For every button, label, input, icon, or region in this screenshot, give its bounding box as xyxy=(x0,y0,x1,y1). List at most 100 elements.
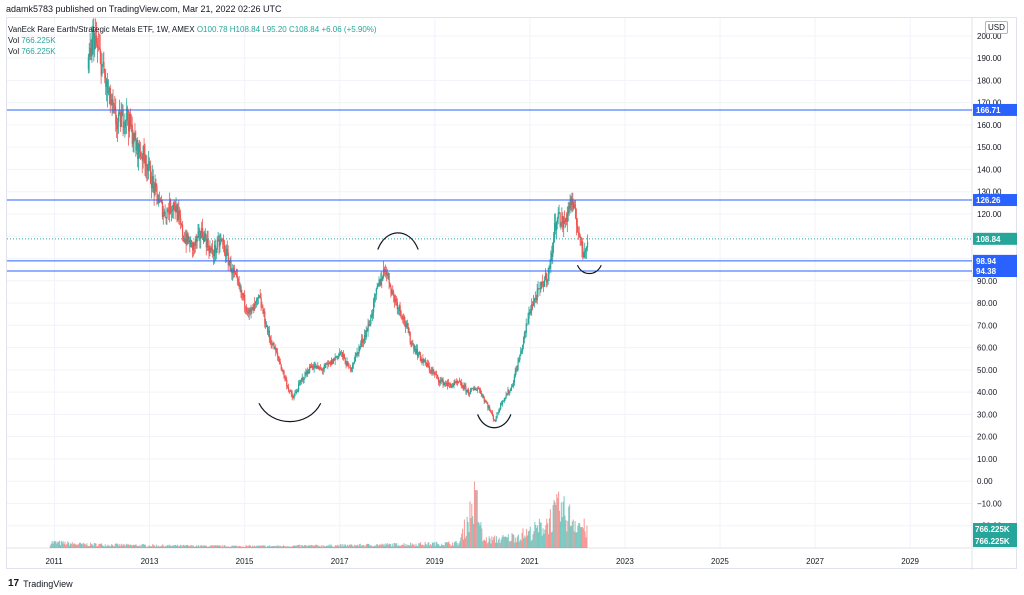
candle-body xyxy=(344,358,346,364)
volume-bar xyxy=(208,546,210,548)
candle-body xyxy=(161,201,164,217)
candle-body xyxy=(473,388,475,390)
volume-bar xyxy=(275,546,277,548)
annotation-cup[interactable] xyxy=(576,264,602,275)
candle-body xyxy=(190,240,192,248)
candle-body xyxy=(579,235,581,238)
volume-bar xyxy=(77,544,79,548)
volume-bar xyxy=(475,490,477,548)
volume-bar xyxy=(366,544,368,548)
chart-frame[interactable]: 200.00 190.00 180.00 170.00 160.00 150.00 140.… xyxy=(6,17,1018,570)
candle-body xyxy=(269,337,271,341)
volume-bar xyxy=(536,527,538,548)
volume-bar xyxy=(418,543,420,548)
volume-label-bg xyxy=(973,523,1017,535)
volume-bar xyxy=(477,521,479,548)
volume-bar xyxy=(266,546,268,548)
volume-bar xyxy=(313,545,316,548)
candle-body xyxy=(389,283,391,287)
candle-body xyxy=(217,239,219,240)
volume-bar xyxy=(319,545,321,548)
volume-bar xyxy=(171,545,173,548)
volume-bar xyxy=(443,545,445,548)
volume-bar xyxy=(317,545,319,548)
volume-bar xyxy=(249,545,252,548)
volume-bar xyxy=(70,544,72,548)
candle-body xyxy=(586,247,588,250)
candle-body xyxy=(256,297,259,300)
volume-bar xyxy=(142,544,144,548)
volume-bar xyxy=(60,540,62,548)
volume-bar xyxy=(280,545,282,548)
candle-body xyxy=(315,365,317,369)
volume-bar xyxy=(152,544,154,548)
candle-body xyxy=(284,376,286,378)
candle-body xyxy=(175,205,177,213)
candle-body xyxy=(181,224,184,237)
tradingview-brand[interactable]: 17 TradingView xyxy=(8,578,73,589)
volume-bar xyxy=(197,544,199,548)
candle-body xyxy=(522,344,524,352)
volume-bar xyxy=(509,541,511,548)
volume-bar xyxy=(79,542,82,548)
volume-bar xyxy=(50,543,52,548)
candle-body xyxy=(260,297,262,307)
volume-bar xyxy=(569,504,571,548)
candle-body xyxy=(107,80,109,94)
legend-high: H108.84 xyxy=(229,25,261,34)
candle-body xyxy=(180,218,182,225)
candle-body xyxy=(575,207,577,218)
volume-bar xyxy=(119,543,121,548)
volume-bar xyxy=(526,528,528,548)
volume-bar xyxy=(367,543,370,548)
volume-bar xyxy=(271,546,274,548)
candle-body xyxy=(285,377,287,380)
currency-badge[interactable]: USD xyxy=(985,21,1008,34)
candle-body xyxy=(584,250,586,253)
candle-body xyxy=(139,152,142,157)
volume-bar xyxy=(581,526,583,548)
volume-bar xyxy=(537,525,539,548)
annotation-cup[interactable] xyxy=(477,414,512,429)
candle-body xyxy=(365,330,367,338)
volume-bar xyxy=(487,542,489,548)
candle-body xyxy=(113,104,115,107)
candle-body xyxy=(391,291,393,294)
candle-body xyxy=(490,411,493,413)
price-chart[interactable]: 200.00 190.00 180.00 170.00 160.00 150.00 140.… xyxy=(7,18,1018,570)
volume-bar xyxy=(490,543,492,548)
candle-body xyxy=(506,394,508,396)
candle-body xyxy=(240,286,242,294)
annotation-cup[interactable] xyxy=(258,402,322,423)
annotation-cap[interactable] xyxy=(377,232,419,250)
volume-bar xyxy=(260,545,262,548)
volume-bar xyxy=(244,547,246,548)
candle-body xyxy=(265,323,267,327)
candle-body xyxy=(421,358,423,362)
candle-body xyxy=(410,342,412,344)
candle-body xyxy=(362,338,364,343)
candle-body xyxy=(408,331,410,333)
volume-bar xyxy=(301,545,303,548)
candle-body xyxy=(143,146,145,156)
volume-bar xyxy=(497,539,499,548)
candle-body xyxy=(502,401,505,402)
candle-body xyxy=(203,233,206,242)
candle-body xyxy=(168,211,170,215)
candle-body xyxy=(137,139,139,159)
candle-body xyxy=(441,379,443,381)
candle-body xyxy=(227,252,229,265)
candle-body xyxy=(530,309,532,314)
volume-bar xyxy=(523,538,525,548)
candle-body xyxy=(436,374,438,376)
candle-body xyxy=(160,200,163,202)
volume-bar xyxy=(230,546,232,548)
volume-bar xyxy=(175,544,177,548)
volume-bar xyxy=(449,544,451,548)
candle-body xyxy=(229,260,231,263)
volume-bar xyxy=(577,525,579,548)
volume-bar xyxy=(489,538,491,548)
candle-body xyxy=(482,395,484,398)
volume-bar xyxy=(430,544,432,548)
candle-body xyxy=(320,368,323,370)
